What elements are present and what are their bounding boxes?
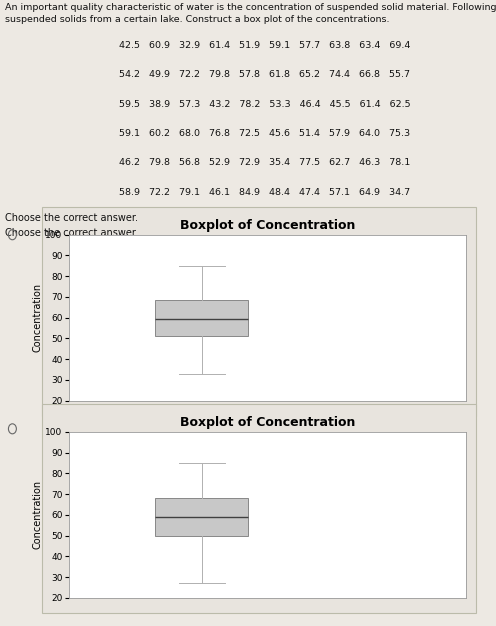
Text: 58.9   72.2   79.1   46.1   84.9   48.4   47.4   57.1   64.9   34.7: 58.9 72.2 79.1 46.1 84.9 48.4 47.4 57.1 … — [119, 188, 410, 197]
Text: 59.1   60.2   68.0   76.8   72.5   45.6   51.4   57.9   64.0   75.3: 59.1 60.2 68.0 76.8 72.5 45.6 51.4 57.9 … — [119, 129, 410, 138]
Y-axis label: Concentration: Concentration — [32, 283, 43, 352]
PathPatch shape — [155, 498, 248, 536]
Text: 42.5   60.9   32.9   61.4   51.9   59.1   57.7   63.8   63.4   69.4: 42.5 60.9 32.9 61.4 51.9 59.1 57.7 63.8 … — [119, 41, 410, 49]
Title: Boxplot of Concentration: Boxplot of Concentration — [180, 416, 356, 429]
Title: Boxplot of Concentration: Boxplot of Concentration — [180, 219, 356, 232]
PathPatch shape — [155, 300, 248, 336]
Y-axis label: Concentration: Concentration — [32, 480, 43, 550]
Text: Choose the correct answer.: Choose the correct answer. — [5, 228, 138, 239]
Text: 54.2   49.9   72.2   79.8   57.8   61.8   65.2   74.4   66.8   55.7: 54.2 49.9 72.2 79.8 57.8 61.8 65.2 74.4 … — [119, 70, 410, 79]
Text: An important quality characteristic of water is the concentration of suspended s: An important quality characteristic of w… — [5, 3, 496, 24]
Text: 59.5   38.9   57.3   43.2   78.2   53.3   46.4   45.5   61.4   62.5: 59.5 38.9 57.3 43.2 78.2 53.3 46.4 45.5 … — [119, 100, 411, 108]
Text: 46.2   79.8   56.8   52.9   72.9   35.4   77.5   62.7   46.3   78.1: 46.2 79.8 56.8 52.9 72.9 35.4 77.5 62.7 … — [119, 158, 410, 167]
Text: Choose the correct answer.: Choose the correct answer. — [5, 213, 138, 223]
